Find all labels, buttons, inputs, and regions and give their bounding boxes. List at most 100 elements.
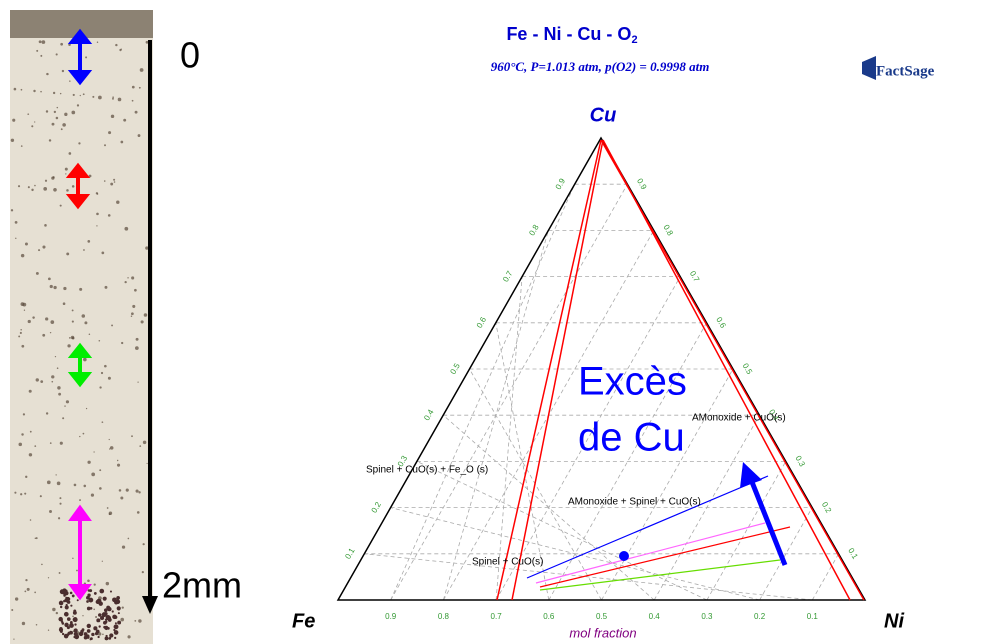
speckle xyxy=(58,392,62,396)
speckle xyxy=(86,606,91,611)
speckle xyxy=(11,608,14,612)
speckle xyxy=(108,438,110,441)
speckle xyxy=(34,121,36,123)
speckle xyxy=(98,613,102,617)
right-tick-label: 0.3 xyxy=(793,454,807,469)
apex-label: Cu xyxy=(590,104,617,126)
speckle xyxy=(108,131,112,135)
speckle xyxy=(27,319,31,324)
speckle xyxy=(20,329,22,331)
speckle xyxy=(87,240,91,243)
speckle xyxy=(59,92,62,95)
speckle xyxy=(99,588,105,594)
axis-label: mol fraction xyxy=(569,625,636,640)
speckle xyxy=(112,96,114,98)
bottom-tick-label: 0.2 xyxy=(754,612,766,621)
speckle xyxy=(72,93,75,97)
left-tick-label: 0.9 xyxy=(554,176,568,191)
speckle xyxy=(73,483,77,487)
speckle xyxy=(54,355,57,358)
grid-line xyxy=(416,461,708,601)
speckle xyxy=(137,134,141,137)
speckle xyxy=(24,242,28,246)
speckle xyxy=(95,615,98,619)
speckle xyxy=(138,491,141,494)
speckle xyxy=(24,590,27,593)
speckle xyxy=(88,174,92,178)
speckle xyxy=(33,89,36,93)
speckle xyxy=(91,472,96,477)
speckle xyxy=(93,583,96,586)
speckle xyxy=(46,72,49,76)
speckle xyxy=(82,432,85,435)
speckle xyxy=(31,125,34,128)
speckle xyxy=(111,324,114,327)
speckle xyxy=(53,187,57,192)
bottom-tick-label: 0.7 xyxy=(491,612,503,621)
speckle xyxy=(21,344,25,348)
speckle xyxy=(113,628,116,632)
speckle xyxy=(106,507,109,509)
speckle xyxy=(20,493,23,496)
speckle xyxy=(28,389,32,393)
left-tick-label: 0.8 xyxy=(527,223,541,238)
speckle xyxy=(118,489,122,492)
speckle xyxy=(53,110,57,114)
speckle xyxy=(124,280,127,284)
speckle xyxy=(92,95,95,98)
speckle xyxy=(59,497,62,500)
corner-label: Ni xyxy=(884,610,904,632)
speckle xyxy=(139,68,144,72)
right-tick-label: 0.6 xyxy=(714,316,728,331)
speckle xyxy=(55,53,58,56)
speckle xyxy=(79,499,81,502)
speckle xyxy=(113,181,116,183)
bottom-tick-label: 0.4 xyxy=(649,612,661,621)
grid-line xyxy=(601,368,734,601)
speckle xyxy=(117,620,122,625)
excess-arrowhead xyxy=(740,462,762,488)
speckle xyxy=(73,628,78,633)
speckle xyxy=(96,598,102,604)
right-tick-label: 0.5 xyxy=(741,362,755,377)
grid-line xyxy=(495,276,523,601)
speckle xyxy=(104,618,108,621)
speckles xyxy=(10,38,150,641)
bottom-tick-label: 0.9 xyxy=(385,612,397,621)
speckle xyxy=(98,95,102,100)
scale-bottom-label: 2mm xyxy=(162,565,242,606)
speckle xyxy=(134,619,137,622)
speckle xyxy=(43,186,48,191)
speckle xyxy=(61,69,65,73)
speckle xyxy=(140,320,144,324)
speckle xyxy=(64,112,68,117)
region-label: AMonoxide + CuO(s) xyxy=(692,413,786,424)
left-tick-label: 0.4 xyxy=(422,407,436,422)
speckle xyxy=(104,611,108,616)
speckle xyxy=(121,341,124,345)
speckle xyxy=(82,615,84,617)
right-tick-label: 0.2 xyxy=(820,500,834,515)
speckle xyxy=(56,106,59,109)
speckle xyxy=(20,88,23,91)
speckle xyxy=(96,618,101,623)
speckle xyxy=(66,252,70,256)
speckle xyxy=(69,623,74,628)
speckle xyxy=(94,631,99,636)
speckle xyxy=(66,617,71,621)
speckle xyxy=(131,276,135,280)
speckle xyxy=(146,462,148,465)
speckle xyxy=(67,597,71,601)
speckle xyxy=(132,304,136,308)
speckle xyxy=(101,251,105,255)
speckle xyxy=(14,597,19,601)
speckle xyxy=(58,616,63,622)
excess-label: de Cu xyxy=(578,416,685,460)
speckle xyxy=(143,313,148,317)
speckle xyxy=(115,43,118,47)
speckle xyxy=(142,440,147,445)
speckle xyxy=(49,284,53,289)
speckle xyxy=(86,600,89,603)
speckle xyxy=(66,189,69,192)
speckle xyxy=(87,460,91,464)
